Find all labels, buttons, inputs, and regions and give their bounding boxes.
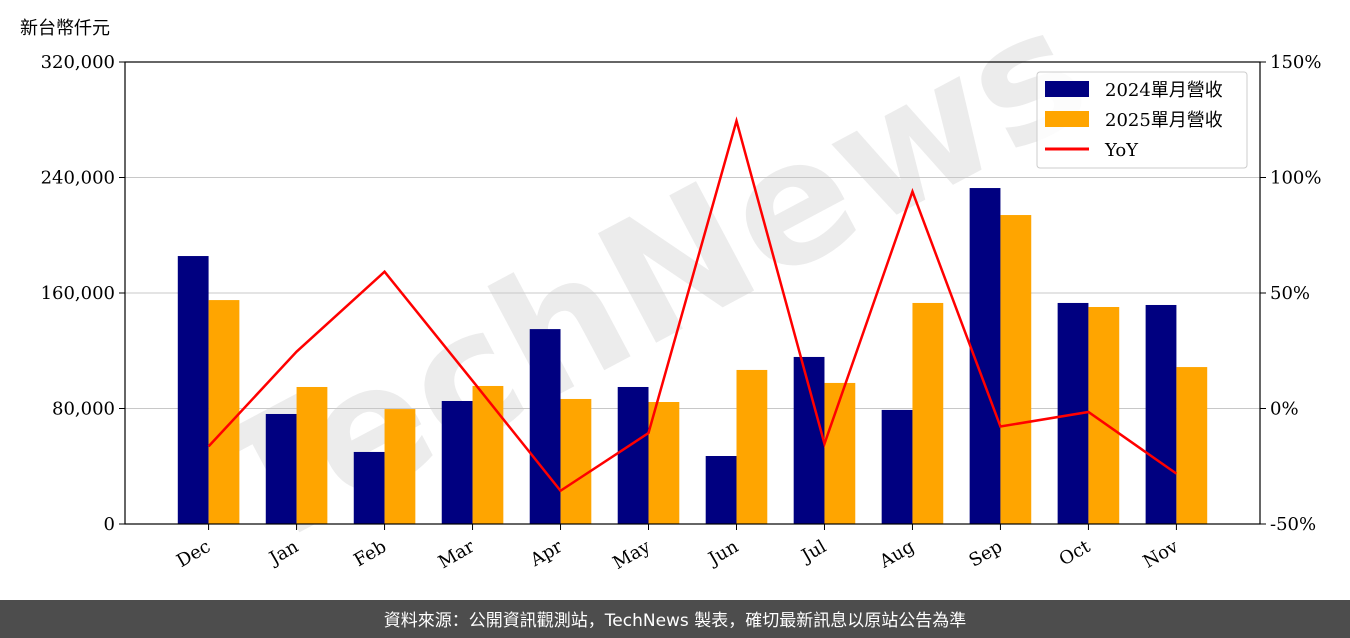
legend-swatch xyxy=(1045,81,1089,97)
legend-box xyxy=(1036,71,1248,169)
bar xyxy=(617,386,649,524)
y2-tick-label: 100% xyxy=(1270,168,1321,189)
legend-swatch xyxy=(1045,111,1089,127)
y-tick-label: 240,000 xyxy=(41,168,115,189)
y2-tick-label: 0% xyxy=(1270,399,1299,420)
bar xyxy=(881,409,913,524)
y2-tick-label: -50% xyxy=(1270,514,1316,535)
bar xyxy=(648,402,680,524)
y-tick-label: 80,000 xyxy=(52,399,115,420)
y-axis-label: 新台幣仟元 xyxy=(20,18,110,39)
bar xyxy=(793,356,825,524)
bar xyxy=(384,409,416,524)
bar xyxy=(560,398,592,524)
x-tick-label: Apr xyxy=(526,536,566,571)
bar xyxy=(208,300,240,524)
y2-tick-label: 150% xyxy=(1270,52,1321,73)
bar xyxy=(265,413,297,524)
footer-bar xyxy=(0,600,1350,638)
plot-frame xyxy=(124,61,1261,525)
bar xyxy=(529,329,561,524)
bar xyxy=(705,455,737,524)
bar xyxy=(296,386,328,524)
x-tick-label: Jun xyxy=(703,536,742,571)
x-tick-label: Aug xyxy=(875,536,918,573)
x-tick-label: Mar xyxy=(435,536,479,573)
footer-text: 資料來源：公開資訊觀測站，TechNews 製表，確切最新訊息以原站公告為準 xyxy=(384,611,966,631)
bar xyxy=(441,400,473,524)
bar xyxy=(736,369,768,524)
bar xyxy=(1145,304,1177,524)
x-tick-label: Nov xyxy=(1140,536,1183,573)
line xyxy=(207,116,1178,493)
bar xyxy=(824,382,856,524)
y-tick-label: 320,000 xyxy=(41,52,115,73)
legend-label: YoY xyxy=(1104,140,1139,161)
bar xyxy=(912,302,944,524)
x-tick-label: May xyxy=(609,536,654,574)
bar xyxy=(177,256,209,524)
bar xyxy=(1000,215,1032,524)
x-tick-label: Sep xyxy=(966,536,1006,571)
y-tick-label: 160,000 xyxy=(41,283,115,304)
legend-label: 2025單月營收 xyxy=(1105,110,1223,131)
bar xyxy=(353,451,385,524)
y2-tick-label: 50% xyxy=(1270,283,1310,304)
x-tick-label: Oct xyxy=(1056,536,1095,571)
x-tick-label: Jul xyxy=(796,536,830,568)
x-tick-label: Dec xyxy=(173,536,214,572)
bar xyxy=(472,385,504,524)
legend-label: 2024單月營收 xyxy=(1105,80,1223,101)
y-tick-label: 0 xyxy=(104,514,115,535)
bar xyxy=(1176,367,1208,524)
